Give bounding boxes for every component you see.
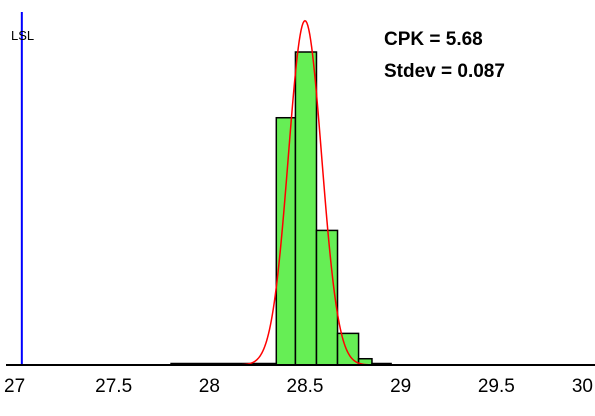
- histogram-bar-2: [275, 116, 297, 366]
- x-tick-label: 27: [4, 376, 25, 397]
- histogram-bar-5: [336, 332, 360, 366]
- stdev-annotation: Stdev = 0.087: [384, 61, 505, 82]
- lsl-label: LSL: [11, 28, 34, 43]
- x-tick-label: 28: [199, 376, 220, 397]
- x-tick-label: 29.5: [478, 376, 515, 397]
- x-tick-labels: 27 27.5 28 28.5 29 29.5 30: [4, 376, 593, 397]
- cpk-annotation: CPK = 5.68: [384, 29, 483, 50]
- normal-fit-curve: [235, 19, 375, 366]
- x-tick-label: 29: [390, 376, 411, 397]
- x-tick-label: 27.5: [95, 376, 132, 397]
- histogram-bar-3: [294, 51, 318, 366]
- bars-group: [170, 51, 392, 366]
- x-tick-label: 28.5: [287, 376, 324, 397]
- x-tick-label: 30: [572, 376, 593, 397]
